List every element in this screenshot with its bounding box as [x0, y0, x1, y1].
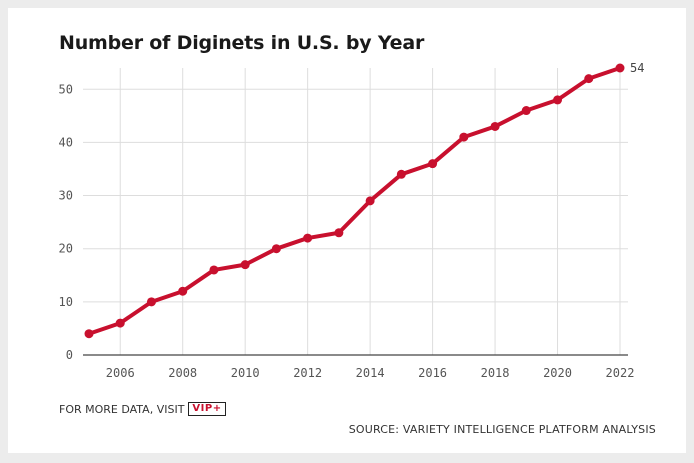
data-point	[521, 106, 531, 116]
data-point	[303, 233, 313, 243]
x-tick-label: 2022	[606, 366, 635, 380]
x-tick-label: 2008	[168, 366, 197, 380]
y-tick-label: 20	[59, 242, 73, 256]
data-point	[115, 318, 125, 328]
data-point	[178, 286, 188, 296]
x-tick-label: 2010	[231, 366, 260, 380]
more-data-text: FOR MORE DATA, VISIT	[59, 402, 185, 416]
data-point	[240, 260, 250, 270]
x-tick-label: 2014	[356, 366, 385, 380]
x-tick-label: 2012	[293, 366, 322, 380]
data-point	[146, 297, 156, 307]
data-point	[553, 95, 563, 105]
x-tick-label: 2018	[481, 366, 510, 380]
data-point	[584, 74, 594, 84]
chart-title: Number of Diginets in U.S. by Year	[59, 32, 425, 54]
data-point	[334, 228, 344, 238]
y-tick-label: 30	[59, 189, 73, 203]
y-tick-label: 50	[59, 82, 73, 96]
source-note: SOURCE: VARIETY INTELLIGENCE PLATFORM AN…	[348, 423, 656, 436]
line-chart: 2006 2008 2010 2012 2014 2016 2018 2020 2022 0 10…	[59, 61, 645, 380]
data-point	[490, 121, 500, 131]
data-point	[365, 196, 375, 206]
chart-card: Number of Diginets in U.S. by Year 2006 2…	[8, 8, 686, 453]
data-point	[209, 265, 219, 275]
y-tick-label: 40	[59, 135, 73, 149]
more-data-note: FOR MORE DATA, VISIT VIP+	[59, 402, 226, 416]
data-point	[428, 159, 438, 169]
end-value-label: 54	[630, 61, 644, 75]
x-tick-label: 2006	[106, 366, 135, 380]
series-line-diginets	[87, 66, 622, 336]
vip-plus-link[interactable]: VIP+	[188, 402, 226, 416]
x-tick-label: 2020	[543, 366, 572, 380]
data-point	[459, 132, 469, 142]
x-tick-label: 2016	[418, 366, 447, 380]
data-point	[271, 244, 281, 254]
y-tick-label: 0	[66, 348, 73, 362]
data-point	[84, 329, 94, 339]
data-point	[615, 63, 625, 73]
data-point	[396, 169, 406, 179]
y-tick-label: 10	[59, 295, 73, 309]
